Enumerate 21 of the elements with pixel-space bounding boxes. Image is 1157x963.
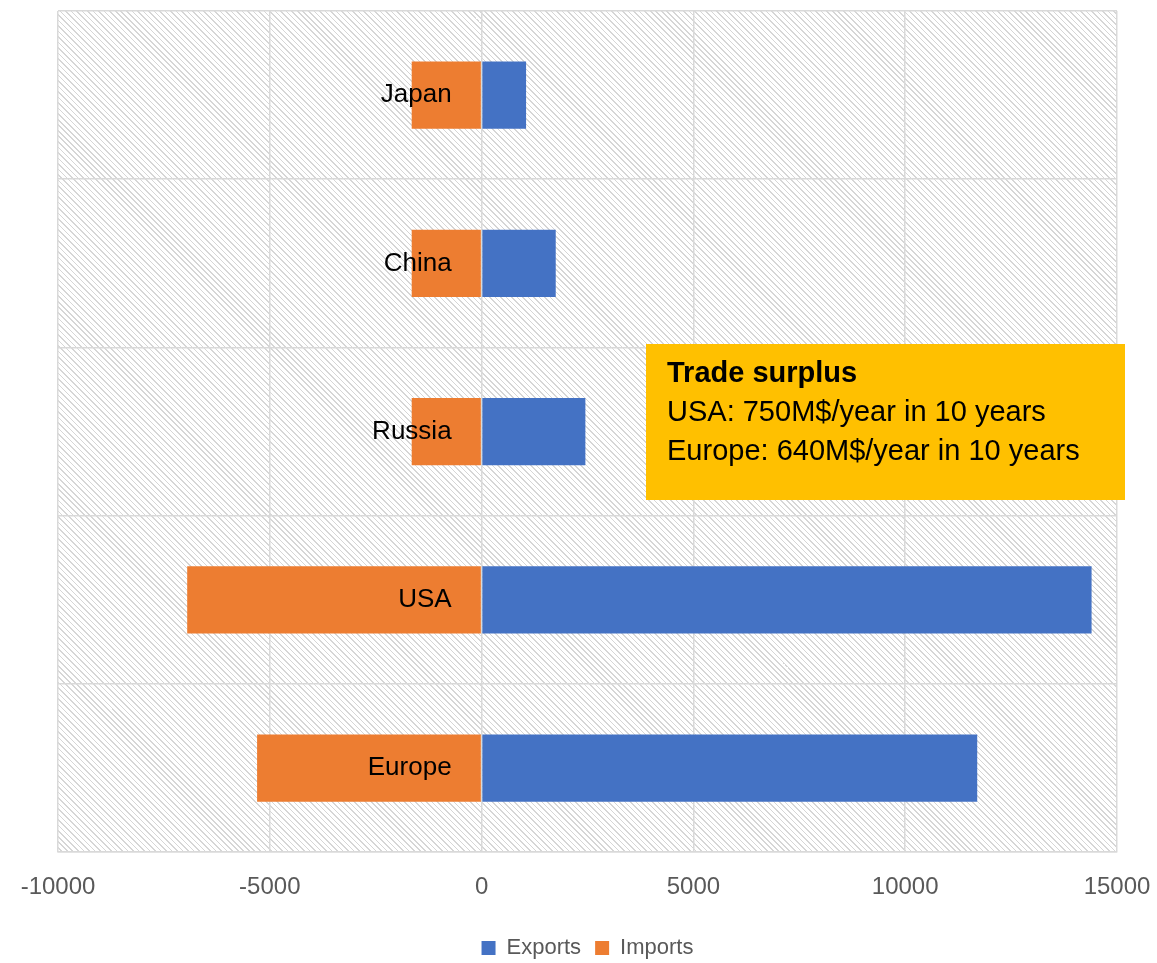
bar (257, 734, 481, 802)
x-tick-label: -5000 (239, 872, 301, 900)
bar (482, 61, 527, 129)
x-tick-label: 15000 (1083, 872, 1151, 900)
bar (187, 566, 481, 634)
legend-label: Exports (506, 934, 582, 960)
bar (482, 397, 586, 466)
annotation: Europe: 640M$/year in 10 years (667, 433, 1081, 468)
callout-box: Trade surplus USA: 750M$/year in 10 years Europe: 640M$/year in 10 years (646, 344, 1125, 500)
annotation: Trade surplus (667, 355, 859, 390)
bar (482, 734, 978, 802)
x-tick-label: 10000 (871, 872, 939, 900)
x-tick-label: 0 (474, 872, 489, 900)
y-tick-label: Europe (367, 751, 452, 782)
x-tick-label: -10000 (20, 872, 96, 900)
y-tick-label: USA (398, 583, 453, 614)
legend-label: Imports (620, 934, 694, 960)
x-tick-label: 5000 (666, 872, 721, 900)
bar (482, 566, 1092, 634)
annotation: USA: 750M$/year in 10 years (667, 394, 1047, 429)
bar (482, 229, 556, 298)
